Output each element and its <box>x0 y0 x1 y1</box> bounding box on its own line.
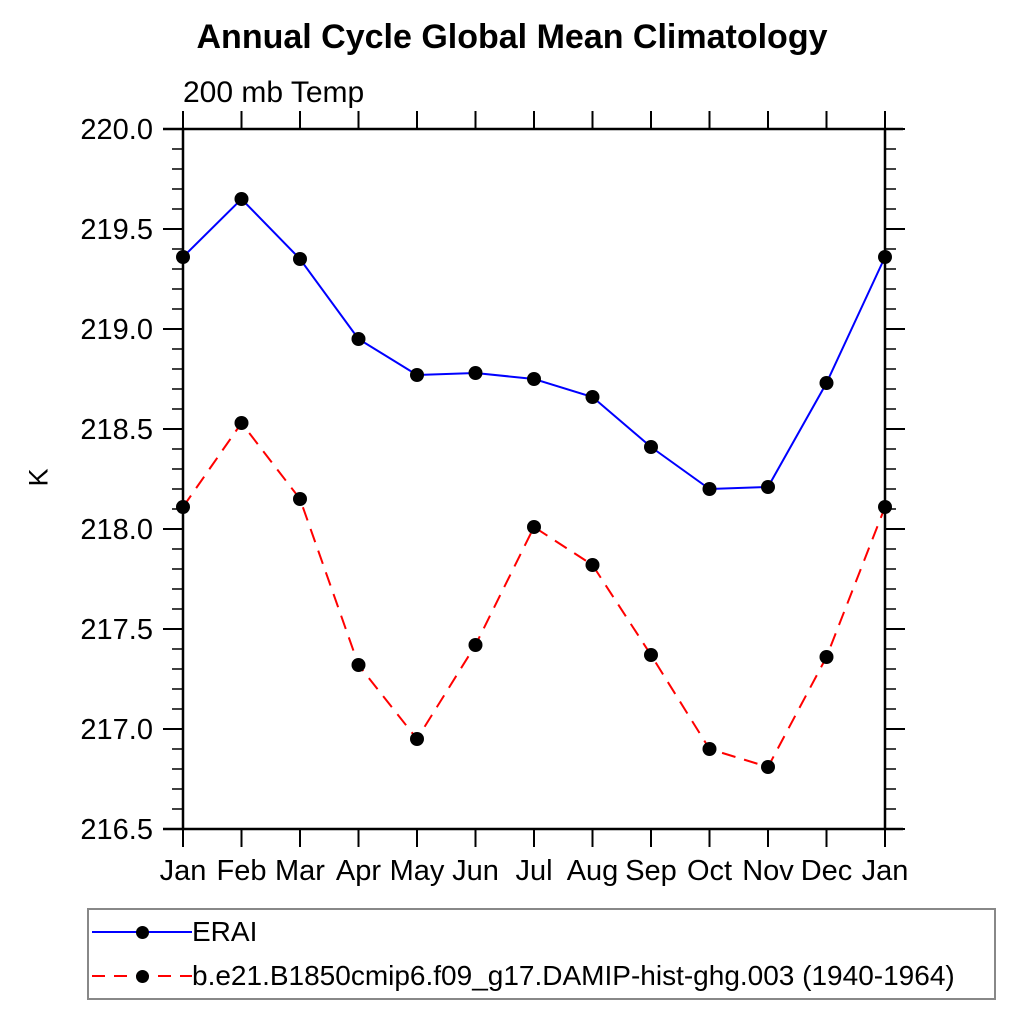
data-point-marker <box>351 658 366 672</box>
x-tick-label: Feb <box>217 855 267 887</box>
erai-marker-icon <box>136 926 149 939</box>
x-tick-label: May <box>390 855 445 887</box>
data-point-marker <box>468 638 483 652</box>
data-point-marker <box>293 252 307 266</box>
y-tick-label: 219.0 <box>80 314 153 346</box>
data-point-marker <box>351 332 366 346</box>
data-point-marker <box>410 368 424 382</box>
data-point-marker <box>527 372 541 386</box>
x-tick-label: Jun <box>452 855 499 887</box>
x-tick-label: Oct <box>687 855 732 887</box>
y-tick-labels: 216.5 217.0 217.5 218.0 218.5 219.0 219.5 220.0 <box>80 114 153 846</box>
data-point-marker <box>878 250 892 264</box>
chart-plot: 216.5 217.0 217.5 218.0 218.5 219.0 219.5 220.0… <box>80 111 909 887</box>
legend-label-erai: ERAI <box>192 916 258 947</box>
y-tick-label: 218.0 <box>80 514 153 546</box>
x-ticks <box>182 111 886 847</box>
x-tick-label: Aug <box>567 855 619 887</box>
x-tick-label: Nov <box>742 855 794 887</box>
y-tick-label: 219.5 <box>80 214 153 246</box>
data-point-marker <box>585 390 600 404</box>
data-point-marker <box>234 416 249 430</box>
y-tick-label: 218.5 <box>80 414 153 446</box>
x-tick-label: Dec <box>801 855 853 887</box>
data-point-marker <box>410 732 424 746</box>
legend-item-model: b.e21.B1850cmip6.f09_g17.DAMIP-hist-ghg.… <box>89 956 994 996</box>
y-tick-label: 217.0 <box>80 714 153 746</box>
x-tick-label: Jul <box>515 855 552 887</box>
data-point-marker <box>819 650 834 664</box>
chart-subtitle: 200 mb Temp <box>183 76 365 109</box>
data-point-marker <box>702 482 717 496</box>
data-point-marker <box>176 250 190 264</box>
model-line-sample <box>92 969 192 983</box>
y-tick-label: 217.5 <box>80 614 153 646</box>
series-erai <box>176 192 892 496</box>
series-line <box>182 421 886 769</box>
erai-line-sample <box>92 925 192 939</box>
y-tick-label: 216.5 <box>80 814 153 846</box>
data-point-marker <box>878 500 892 514</box>
y-ticks <box>163 128 905 830</box>
data-point-marker <box>761 480 775 494</box>
data-point-marker <box>761 760 775 774</box>
data-point-marker <box>644 648 658 662</box>
legend-box: ERAI b.e21.B1850cmip6.f09_g17.DAMIP-hist… <box>87 908 996 1000</box>
data-point-marker <box>527 520 541 534</box>
legend-label-model: b.e21.B1850cmip6.f09_g17.DAMIP-hist-ghg.… <box>192 960 955 991</box>
y-tick-label: 220.0 <box>80 114 153 146</box>
data-point-marker <box>468 366 483 380</box>
series-line <box>182 197 886 491</box>
data-point-marker <box>819 376 834 390</box>
data-point-marker <box>176 500 190 514</box>
page-title: Annual Cycle Global Mean Climatology <box>196 18 828 56</box>
model-marker-icon <box>136 970 149 983</box>
series-model <box>176 416 892 774</box>
legend-item-erai: ERAI <box>89 912 994 952</box>
data-point-marker <box>585 558 600 572</box>
data-point-marker <box>234 192 249 206</box>
x-tick-label: Apr <box>336 855 381 887</box>
x-tick-labels: Jan Feb Mar Apr May Jun Jul Aug Sep Oct Nov Dec Jan <box>160 855 909 887</box>
x-tick-label: Jan <box>862 855 909 887</box>
x-tick-label: Mar <box>275 855 325 887</box>
data-point-marker <box>644 440 658 454</box>
x-tick-label: Jan <box>160 855 207 887</box>
data-point-marker <box>293 492 307 506</box>
data-point-marker <box>702 742 717 756</box>
x-tick-label: Sep <box>625 855 677 887</box>
